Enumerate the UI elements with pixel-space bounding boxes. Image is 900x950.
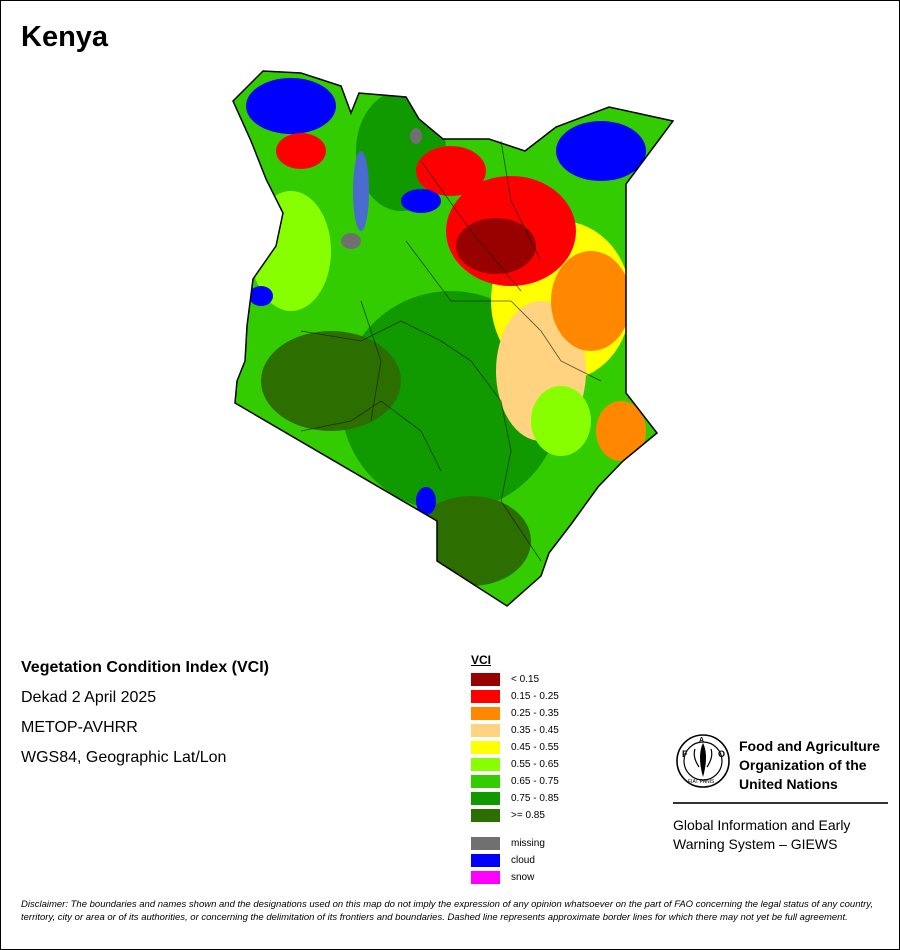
legend-swatch xyxy=(471,775,500,788)
legend-swatch xyxy=(471,792,500,805)
legend-item-snow: snow xyxy=(471,871,534,884)
legend-swatch xyxy=(471,854,500,867)
dekad-label: Dekad 2 April 2025 xyxy=(21,689,157,706)
fao-logo: F O A FIAT PANIS xyxy=(676,734,730,788)
legend-label: 0.75 - 0.85 xyxy=(511,793,559,804)
legend-swatch xyxy=(471,741,500,754)
legend-swatch xyxy=(471,707,500,720)
legend-label: 0.25 - 0.35 xyxy=(511,708,559,719)
legend-item: 0.45 - 0.55 xyxy=(471,741,559,754)
legend-item: 0.55 - 0.65 xyxy=(471,758,559,771)
legend-swatch xyxy=(471,809,500,822)
legend-label: >= 0.85 xyxy=(511,810,545,821)
country-outline xyxy=(232,70,675,607)
legend-label: < 0.15 xyxy=(511,674,540,685)
legend-swatch xyxy=(471,673,500,686)
legend-item: 0.65 - 0.75 xyxy=(471,775,559,788)
legend-item: >= 0.85 xyxy=(471,809,545,822)
legend-swatch xyxy=(471,690,500,703)
vci-raster xyxy=(233,71,673,606)
legend-label: 0.15 - 0.25 xyxy=(511,691,559,702)
svg-text:A: A xyxy=(699,737,704,744)
legend-title: VCI xyxy=(471,653,492,667)
legend-item: 0.15 - 0.25 xyxy=(471,690,559,703)
giews-name: Global Information and Early Warning Sys… xyxy=(673,817,851,852)
divider xyxy=(673,802,888,804)
svg-text:FIAT PANIS: FIAT PANIS xyxy=(688,779,715,785)
product-name: Vegetation Condition Index (VCI) xyxy=(21,659,269,676)
svg-text:O: O xyxy=(718,749,725,759)
legend-item: 0.75 - 0.85 xyxy=(471,792,559,805)
svg-text:F: F xyxy=(682,749,688,759)
legend-label: cloud xyxy=(511,855,535,866)
sensor-label: METOP-AVHRR xyxy=(21,719,138,736)
legend-label: 0.35 - 0.45 xyxy=(511,725,559,736)
legend-item-missing: missing xyxy=(471,837,545,850)
legend-label: snow xyxy=(511,872,535,883)
legend-swatch xyxy=(471,724,500,737)
legend-label: missing xyxy=(511,838,545,849)
disclaimer: Disclaimer: The boundaries and names sho… xyxy=(21,899,873,923)
legend-label: 0.55 - 0.65 xyxy=(511,759,559,770)
legend-swatch xyxy=(471,758,500,771)
legend-item-cloud: cloud xyxy=(471,854,535,867)
legend-label: 0.45 - 0.55 xyxy=(511,742,559,753)
fao-name: Food and Agriculture Organization of the… xyxy=(739,738,881,792)
projection-label: WGS84, Geographic Lat/Lon xyxy=(21,749,227,766)
legend-swatch xyxy=(471,837,500,850)
admin-boundaries xyxy=(300,140,602,562)
legend-item: 0.25 - 0.35 xyxy=(471,707,559,720)
legend-swatch xyxy=(471,871,500,884)
legend-item: < 0.15 xyxy=(471,673,539,686)
legend-item: 0.35 - 0.45 xyxy=(471,724,559,737)
legend-label: 0.65 - 0.75 xyxy=(511,776,559,787)
vci-map xyxy=(232,70,675,607)
map-title: Kenya xyxy=(21,21,109,53)
